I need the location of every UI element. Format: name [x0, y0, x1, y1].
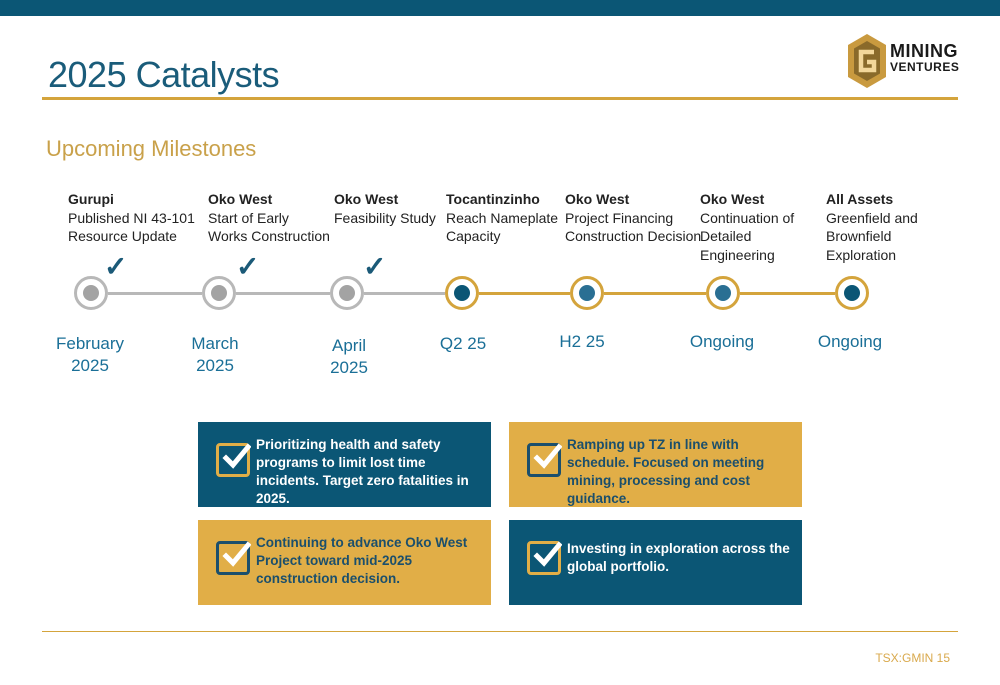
milestone-description: Feasibility Study — [334, 209, 436, 226]
checkbox-checked-icon — [216, 541, 251, 575]
logo-line1: MINING — [890, 41, 958, 61]
timeline-segment — [740, 292, 835, 295]
milestone-label: Gurupi Published NI 43-101 Resource Upda… — [68, 190, 195, 246]
milestone-node-upcoming — [835, 276, 869, 310]
milestone-node-upcoming — [445, 276, 479, 310]
milestone-heading: All Assets — [826, 191, 894, 207]
milestone-date: March 2025 — [191, 334, 239, 375]
milestone-node-upcoming — [570, 276, 604, 310]
milestone-description: Reach Nameplate Capacity — [446, 209, 559, 245]
milestone-description: Published NI 43-101 Resource Update — [68, 209, 195, 245]
timeline-segment — [236, 292, 330, 295]
milestone-node-upcoming — [706, 276, 740, 310]
top-bar — [0, 0, 1000, 16]
catalyst-text: Prioritizing health and safety programs … — [256, 437, 469, 506]
milestone-label: All Assets Greenfield and Brownfield Exp… — [826, 190, 918, 264]
g-hexagon-logo-icon — [848, 34, 886, 88]
footer-ticker-page: TSX:GMIN 15 — [875, 651, 950, 665]
checkmark-icon: ✓ — [236, 251, 260, 282]
timeline-segment — [364, 292, 445, 295]
section-subtitle: Upcoming Milestones — [46, 136, 257, 161]
checkmark-icon: ✓ — [104, 251, 128, 282]
checkbox-checked-icon — [216, 443, 251, 477]
page-title: 2025 Catalysts — [48, 54, 280, 95]
milestone-description: Project Financing Construction Decision — [565, 209, 702, 245]
milestone-heading: Oko West — [208, 191, 273, 207]
milestone-node-completed — [74, 276, 108, 310]
milestone-description: Greenfield and Brownfield Exploration — [826, 209, 918, 263]
catalyst-box: Continuing to advance Oko West Project t… — [198, 520, 491, 605]
milestone-description: Start of Early Works Construction — [208, 209, 330, 245]
milestone-label: Oko West Continuation of Detailed Engine… — [700, 190, 794, 264]
milestone-description: Continuation of Detailed Engineering — [700, 209, 795, 263]
milestone-label: Oko West Feasibility Study — [334, 190, 436, 227]
catalyst-box: Prioritizing health and safety programs … — [198, 422, 491, 507]
title-divider — [42, 97, 958, 100]
catalyst-box: Ramping up TZ in line with schedule. Foc… — [509, 422, 802, 507]
checkmark-icon: ✓ — [363, 251, 387, 282]
milestone-label: Tocantinzinho Reach Nameplate Capacity — [446, 190, 558, 246]
milestone-timeline: ✓ ✓ ✓ — [0, 250, 1000, 340]
milestone-node-completed — [202, 276, 236, 310]
catalyst-box: Investing in exploration across the glob… — [509, 520, 802, 605]
milestone-node-completed — [330, 276, 364, 310]
milestone-heading: Oko West — [700, 191, 765, 207]
milestone-heading: Oko West — [334, 191, 399, 207]
milestone-date: April 2025 — [330, 336, 368, 377]
logo-line2: VENTURES — [890, 60, 960, 74]
milestone-heading: Tocantinzinho — [446, 191, 540, 207]
milestone-heading: Gurupi — [68, 191, 114, 207]
checkbox-checked-icon — [527, 443, 562, 477]
milestone-date: Ongoing — [817, 332, 883, 351]
milestone-date: February 2025 — [55, 334, 125, 375]
catalyst-text: Ramping up TZ in line with schedule. Foc… — [567, 437, 765, 506]
milestone-label: Oko West Project Financing Construction … — [565, 190, 701, 246]
timeline-segment — [108, 292, 202, 295]
company-logo: MINING VENTURES — [846, 32, 971, 90]
footer-divider — [42, 631, 958, 632]
timeline-segment — [479, 292, 570, 295]
milestone-heading: Oko West — [565, 191, 630, 207]
timeline-segment — [604, 292, 706, 295]
milestone-date: H2 25 — [559, 332, 605, 351]
catalyst-text: Investing in exploration across the glob… — [567, 541, 790, 574]
milestone-date: Q2 25 — [439, 334, 487, 353]
milestone-label: Oko West Start of Early Works Constructi… — [208, 190, 330, 246]
checkbox-checked-icon — [527, 541, 562, 575]
catalyst-text: Continuing to advance Oko West Project t… — [256, 535, 468, 586]
milestone-date: Ongoing — [689, 332, 755, 351]
